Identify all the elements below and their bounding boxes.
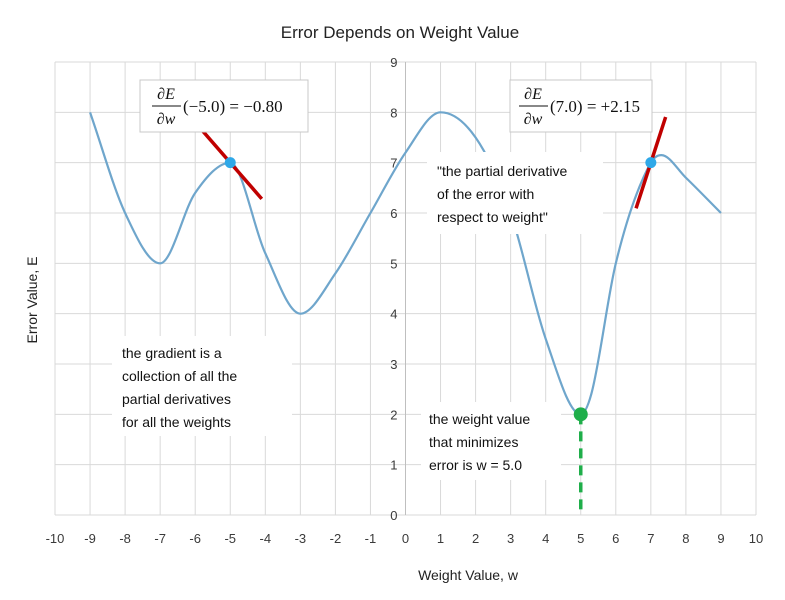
x-axis-label: Weight Value, w	[418, 567, 519, 583]
gradient-note-line-3: partial derivatives	[122, 391, 231, 407]
partial-note-line-1: "the partial derivative	[437, 163, 567, 179]
x-tick-labels: -10 -9 -8 -7 -6 -5 -4 -3 -2 -1 0 1 2 3 4 5 6 7 8 9 10	[46, 531, 764, 546]
chart-title: Error Depends on Weight Value	[281, 23, 519, 42]
partial-note-line-3: respect to weight"	[437, 209, 548, 225]
y-tick-label: 6	[390, 206, 397, 221]
x-tick-label: 7	[647, 531, 654, 546]
y-tick-labels: 0 1 2 3 4 5 6 7 8 9	[390, 55, 397, 523]
x-tick-label: 6	[612, 531, 619, 546]
y-tick-label: 2	[390, 407, 397, 422]
y-tick-label: 1	[390, 458, 397, 473]
deriv-right-denominator: ∂w	[524, 111, 543, 128]
x-tick-label: 3	[507, 531, 514, 546]
x-tick-label: -6	[189, 531, 201, 546]
y-tick-label: 4	[390, 307, 397, 322]
x-tick-label: 5	[577, 531, 584, 546]
partial-derivative-note: "the partial derivative of the error wit…	[427, 152, 603, 234]
y-tick-label: 7	[390, 156, 397, 171]
x-tick-label: -2	[330, 531, 342, 546]
x-tick-label: 4	[542, 531, 549, 546]
minimum-note: the weight value that minimizes error is…	[421, 402, 561, 480]
gradient-note-line-2: collection of all the	[122, 368, 237, 384]
partial-note-line-2: of the error with	[437, 186, 534, 202]
minimum-note-line-3: error is w = 5.0	[429, 457, 522, 473]
y-tick-label: 8	[390, 105, 397, 120]
gradient-note-line-1: the gradient is a	[122, 345, 222, 361]
error-curve	[89, 111, 722, 416]
minimum-note-line-2: that minimizes	[429, 434, 518, 450]
deriv-left-denominator: ∂w	[157, 111, 176, 128]
derivative-box-left: ∂E ∂w (−5.0) = −0.80	[139, 79, 309, 133]
x-tick-label: 1	[437, 531, 444, 546]
y-tick-label: 5	[390, 256, 397, 271]
y-axis-label: Error Value, E	[24, 257, 40, 344]
x-tick-label: -4	[260, 531, 272, 546]
x-tick-label: -3	[295, 531, 307, 546]
x-tick-label: -1	[365, 531, 377, 546]
x-tick-label: 0	[402, 531, 409, 546]
minimum-point	[573, 407, 588, 422]
x-tick-label: 9	[717, 531, 724, 546]
x-tick-label: 10	[749, 531, 763, 546]
y-tick-label: 3	[390, 357, 397, 372]
tangent-point	[224, 157, 236, 169]
minimum-note-line-1: the weight value	[429, 411, 530, 427]
x-tick-label: -7	[154, 531, 166, 546]
tangent-point	[645, 157, 657, 169]
gradient-note-line-4: for all the weights	[122, 414, 231, 430]
x-tick-label: -5	[224, 531, 236, 546]
deriv-left-expression: (−5.0) = −0.80	[183, 97, 283, 116]
derivative-box-right: ∂E ∂w (7.0) = +2.15	[509, 79, 653, 133]
x-tick-label: -10	[46, 531, 65, 546]
x-tick-label: 2	[472, 531, 479, 546]
deriv-right-expression: (7.0) = +2.15	[550, 97, 640, 116]
deriv-left-numerator: ∂E	[157, 86, 175, 103]
gradient-note: the gradient is a collection of all the …	[112, 336, 292, 436]
y-tick-label: 9	[390, 55, 397, 70]
x-tick-label: -8	[119, 531, 131, 546]
x-tick-label: -9	[84, 531, 96, 546]
tangent-points	[224, 157, 657, 169]
y-tick-label: 0	[390, 508, 397, 523]
deriv-right-numerator: ∂E	[524, 86, 542, 103]
x-tick-label: 8	[682, 531, 689, 546]
